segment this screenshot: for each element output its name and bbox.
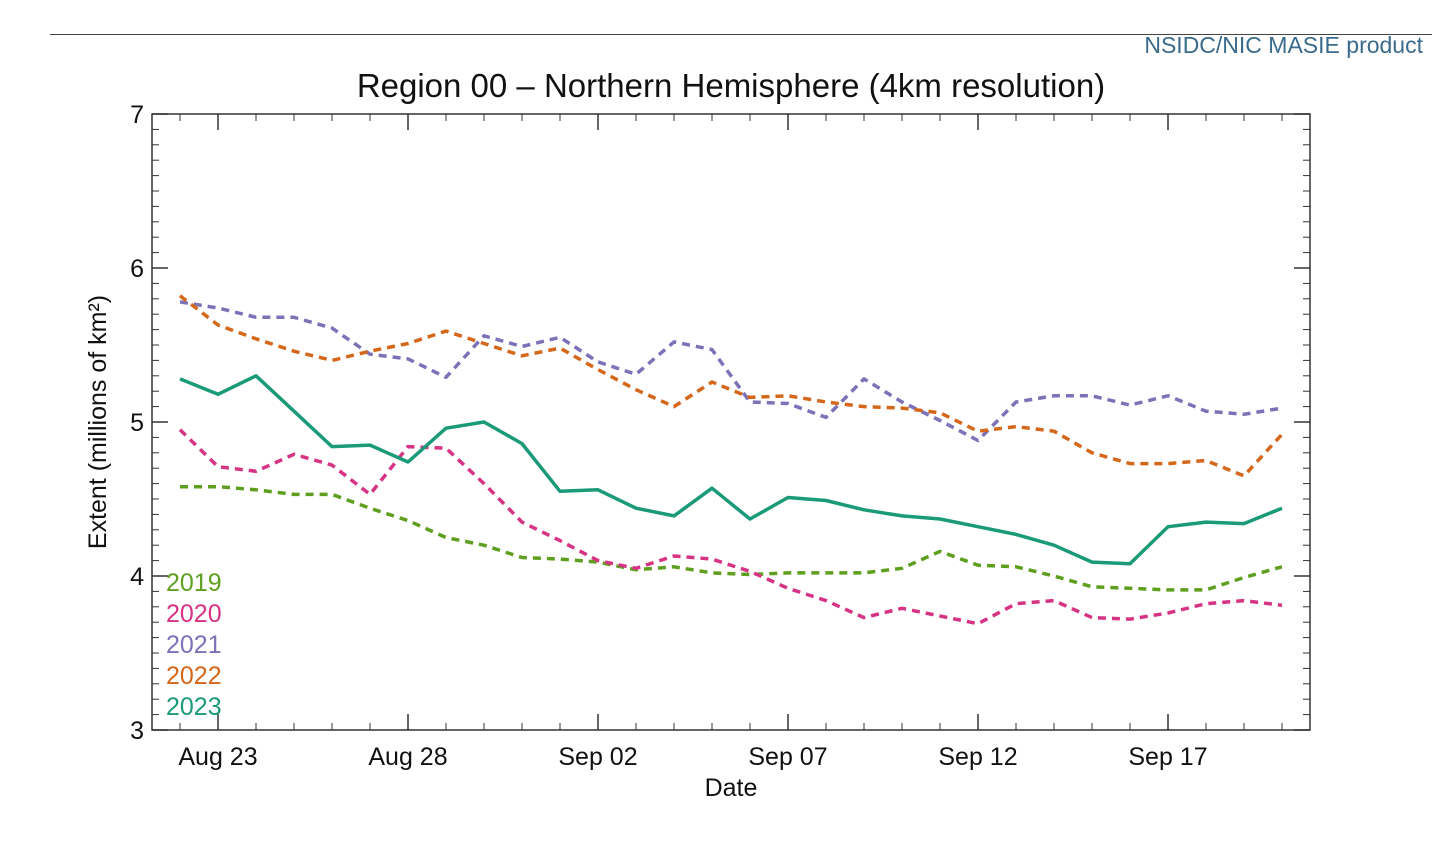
legend-entry-2020: 2020 bbox=[166, 600, 222, 628]
legend-entry-2022: 2022 bbox=[166, 662, 222, 690]
legend-entry-2019: 2019 bbox=[166, 569, 222, 597]
x-tick-label: Aug 23 bbox=[178, 743, 257, 771]
y-axis: 3 4 5 6 7 bbox=[130, 101, 1310, 745]
header-rule bbox=[50, 34, 1432, 35]
x-tick-label: Sep 02 bbox=[558, 743, 637, 771]
y-tick-label: 3 bbox=[130, 717, 144, 745]
credit-label: NSIDC/NIC MASIE product bbox=[1144, 32, 1423, 58]
x-tick-label: Sep 12 bbox=[938, 743, 1017, 771]
y-axis-label: Extent (millions of km²) bbox=[84, 295, 112, 549]
x-tick-label: Sep 17 bbox=[1128, 743, 1207, 771]
series-line-2022 bbox=[178, 294, 1284, 478]
series-line-2021 bbox=[179, 300, 1283, 443]
legend-entry-2021: 2021 bbox=[166, 631, 222, 659]
x-tick-label: Aug 28 bbox=[368, 743, 447, 771]
series-lines bbox=[178, 294, 1284, 626]
x-tick-label: Sep 07 bbox=[748, 743, 827, 771]
y-tick-label: 4 bbox=[130, 563, 144, 591]
minor-ticks bbox=[152, 113, 1310, 731]
x-axis: Aug 23 Aug 28 Sep 02 Sep 07 Sep 12 Sep 17 bbox=[178, 114, 1208, 771]
y-tick-label: 5 bbox=[130, 409, 144, 437]
chart-title: Region 00 – Northern Hemisphere (4km res… bbox=[357, 67, 1105, 104]
x-axis-label: Date bbox=[705, 774, 758, 802]
legend: 2019 2020 2021 2022 2023 bbox=[166, 569, 222, 721]
y-tick-label: 6 bbox=[130, 255, 144, 283]
y-tick-label: 7 bbox=[130, 101, 144, 129]
series-line-2023 bbox=[179, 374, 1283, 566]
series-line-2019 bbox=[180, 484, 1283, 592]
legend-entry-2023: 2023 bbox=[166, 693, 222, 721]
plot-frame bbox=[151, 113, 1311, 731]
series-line-2020 bbox=[178, 428, 1283, 626]
